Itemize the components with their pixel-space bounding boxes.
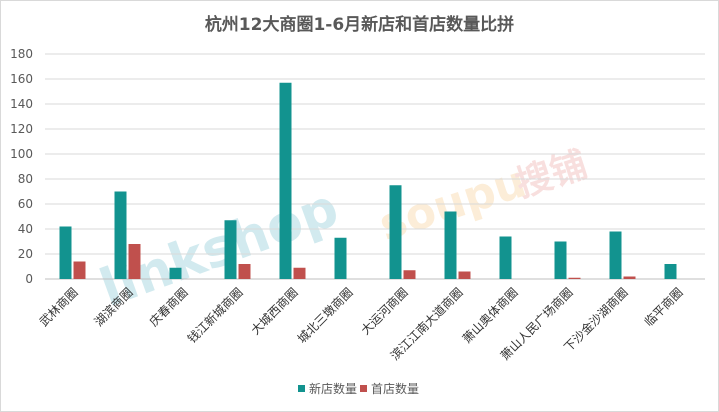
y-tick-label: 160 bbox=[10, 72, 33, 86]
bar bbox=[458, 271, 471, 279]
y-tick-label: 180 bbox=[10, 47, 33, 61]
bar bbox=[664, 264, 677, 279]
x-tick-label: 萧山奥体商圈 bbox=[459, 285, 521, 347]
bar bbox=[334, 237, 347, 279]
bar bbox=[73, 261, 86, 279]
legend-label: 新店数量 bbox=[309, 381, 357, 396]
x-tick-label: 临平商圈 bbox=[641, 285, 686, 330]
x-tick-label: 大运河商圈 bbox=[358, 285, 411, 338]
bar bbox=[59, 226, 72, 279]
y-tick-label: 0 bbox=[25, 272, 33, 286]
y-tick-label: 140 bbox=[10, 97, 33, 111]
x-tick-label: 城北三墩商圈 bbox=[294, 285, 356, 347]
x-tick-label: 钱江新城商圈 bbox=[184, 285, 246, 347]
legend-swatch bbox=[360, 385, 367, 392]
legend-label: 首店数量 bbox=[371, 381, 419, 396]
bar bbox=[169, 267, 182, 279]
y-tick-label: 60 bbox=[18, 197, 33, 211]
soupu-cn-watermark: 搜铺 bbox=[511, 144, 592, 205]
y-tick-label: 80 bbox=[18, 172, 33, 186]
bar bbox=[128, 244, 141, 279]
y-tick-label: 20 bbox=[18, 247, 33, 261]
legend-swatch bbox=[298, 385, 305, 392]
bar bbox=[293, 267, 306, 279]
bar bbox=[114, 191, 127, 279]
y-tick-label: 40 bbox=[18, 222, 33, 236]
bar bbox=[389, 185, 402, 279]
x-tick-label: 武林商圈 bbox=[36, 285, 81, 330]
bars-group bbox=[59, 82, 677, 279]
bar bbox=[499, 236, 512, 279]
bar bbox=[403, 270, 416, 279]
bar bbox=[609, 231, 622, 279]
bar bbox=[568, 277, 581, 279]
y-tick-label: 100 bbox=[10, 147, 33, 161]
y-tick-label: 120 bbox=[10, 122, 33, 136]
bar bbox=[224, 220, 237, 279]
x-tick-label: 大城西商圈 bbox=[248, 285, 301, 338]
bar bbox=[444, 211, 457, 279]
bar bbox=[623, 276, 636, 279]
legend: 新店数量 首店数量 bbox=[298, 381, 419, 396]
y-axis-ticks: 0 20 40 60 80 100 120 140 160 180 bbox=[10, 47, 33, 286]
bar bbox=[238, 264, 251, 279]
bar bbox=[554, 241, 567, 279]
grid-lines bbox=[45, 53, 705, 280]
chart-title: 杭州12大商圈1-6月新店和首店数量比拼 bbox=[204, 15, 515, 35]
bar bbox=[279, 82, 292, 279]
